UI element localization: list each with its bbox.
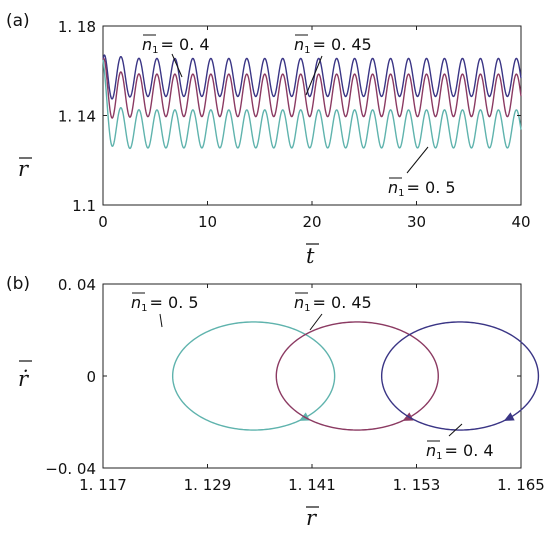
xtick-label-b-4: 1. 165: [497, 476, 545, 494]
curves-b: [171, 321, 540, 431]
xlabel-a-text: t: [306, 244, 315, 268]
panel-label-a: (a): [6, 11, 30, 31]
annotation-a-2: n1 = 0. 5: [388, 146, 456, 199]
ticks-b: 1. 117 1. 129 1. 141 1. 153 1. 165 0. 04 0 −0. …: [45, 276, 545, 494]
series-line-a-0: [102, 54, 522, 100]
annotation-b-2-text: n1 = 0. 4: [426, 441, 494, 462]
annotation-a-0-text: n1 = 0. 4: [142, 35, 210, 56]
curves-a: [102, 54, 522, 150]
xtick-label-b-0: 1. 117: [79, 476, 127, 494]
annotation-b-1: n1 = 0. 45: [294, 292, 372, 331]
annotation-a-0-leader: [171, 53, 183, 78]
xlabel-b-text: r: [306, 506, 318, 530]
annotation-b-0-text: n1 = 0. 5: [131, 293, 199, 314]
annotation-a-1-leader: [305, 55, 323, 96]
ticks-a: 0 10 20 30 40 1.1 1. 14 1. 18: [58, 18, 531, 231]
panel-a: (a) 0 10 20 30 401.11. 141. 18 r t n1 = 0. 4 …: [6, 11, 531, 268]
ytick-label-a-2: 1. 18: [58, 18, 96, 36]
annotation-b-2: n1 = 0. 4: [426, 423, 494, 462]
panel-label-b: (b): [6, 274, 30, 294]
annotation-a-0: n1 = 0. 4: [142, 34, 210, 78]
xlabel-b: r: [306, 506, 319, 530]
xlabel-a: t: [306, 243, 319, 268]
annotation-a-1-text: n1 = 0. 45: [294, 35, 372, 56]
xtick-label-b-1: 1. 129: [184, 476, 232, 494]
xtick-label-b-2: 1. 141: [288, 476, 336, 494]
xtick-label-b-3: 1. 153: [393, 476, 441, 494]
annotation-b-0: n1 = 0. 5: [131, 292, 199, 328]
annotation-b-0-leader: [159, 313, 163, 328]
ylabel-b-text: ṙ: [18, 367, 30, 391]
series-line-a-1: [102, 57, 522, 119]
panel-b: (b) 1. 117 1. 129 1. 141 1. 153 1. 165 0. 04 0…: [6, 274, 545, 530]
annotation-b-1-leader: [309, 313, 323, 331]
ylabel-b: ṙ: [18, 360, 32, 391]
ylabel-a-text: r: [18, 157, 30, 181]
ytick-label-a-0: 1.1: [72, 197, 96, 215]
xtick-label-a-4: 40: [511, 213, 530, 231]
annotation-b-1-text: n1 = 0. 45: [294, 293, 372, 314]
xtick-label-a-2: 20: [302, 213, 321, 231]
annotation-a-2-text: n1 = 0. 5: [388, 178, 456, 199]
annotation-b-2-leader: [448, 423, 463, 437]
ytick-label-b-2: −0. 04: [45, 460, 96, 478]
ytick-label-b-1: 0: [86, 368, 96, 386]
phase-orbit-b-0: [171, 321, 336, 431]
annotation-a-1: n1 = 0. 45: [294, 34, 372, 96]
ytick-label-a-1: 1. 14: [58, 108, 96, 126]
ytick-label-b-0: 0. 04: [58, 276, 96, 294]
xtick-label-a-1: 10: [198, 213, 217, 231]
phase-orbit-b-2: [380, 321, 540, 431]
series-line-a-2: [102, 59, 522, 150]
direction-arrow-b-2: [503, 412, 515, 421]
ylabel-a: r: [18, 157, 32, 181]
phase-orbit-b-1: [275, 321, 439, 431]
xtick-label-a-3: 30: [407, 213, 426, 231]
xtick-label-a-0: 0: [98, 213, 108, 231]
annotation-a-2-leader: [406, 146, 429, 174]
